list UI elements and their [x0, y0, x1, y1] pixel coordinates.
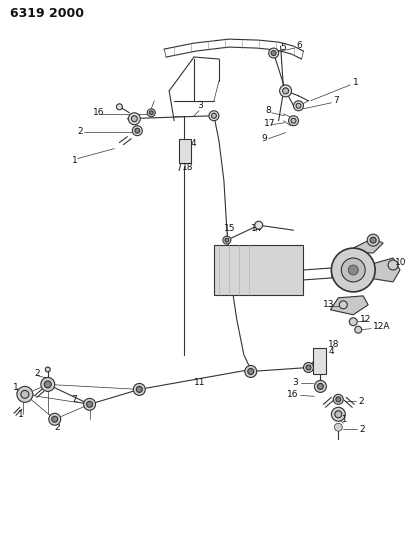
- Text: 6: 6: [297, 41, 302, 50]
- Text: 10: 10: [395, 257, 406, 266]
- Circle shape: [283, 88, 288, 94]
- Text: 17: 17: [264, 119, 275, 128]
- Circle shape: [367, 234, 379, 246]
- Circle shape: [255, 221, 263, 229]
- Text: 1: 1: [72, 156, 78, 165]
- Text: 2: 2: [358, 397, 364, 406]
- Circle shape: [245, 366, 257, 377]
- Text: 3: 3: [197, 101, 203, 110]
- Text: 13: 13: [324, 300, 335, 309]
- Polygon shape: [368, 258, 400, 282]
- Polygon shape: [313, 348, 326, 375]
- Text: 16: 16: [93, 108, 104, 117]
- Text: 15: 15: [224, 224, 235, 233]
- Text: 7: 7: [333, 96, 339, 106]
- Circle shape: [331, 248, 375, 292]
- Text: 2: 2: [359, 425, 365, 434]
- Circle shape: [132, 126, 142, 135]
- Circle shape: [129, 113, 140, 125]
- Circle shape: [331, 407, 345, 421]
- Circle shape: [269, 48, 279, 58]
- Polygon shape: [179, 139, 191, 163]
- Text: 6319 2000: 6319 2000: [10, 7, 84, 20]
- Text: 1: 1: [18, 410, 24, 419]
- Text: 1: 1: [13, 383, 19, 392]
- Circle shape: [336, 397, 341, 402]
- Circle shape: [315, 381, 326, 392]
- Text: 2: 2: [35, 369, 40, 378]
- Circle shape: [86, 401, 93, 407]
- Circle shape: [45, 367, 50, 372]
- Circle shape: [279, 85, 292, 97]
- Text: 18: 18: [328, 340, 340, 349]
- Circle shape: [296, 103, 301, 108]
- Circle shape: [84, 398, 95, 410]
- Circle shape: [211, 113, 216, 118]
- Circle shape: [147, 109, 155, 117]
- Text: 14: 14: [251, 224, 262, 233]
- Circle shape: [339, 301, 347, 309]
- Text: 4: 4: [328, 347, 334, 356]
- Polygon shape: [330, 296, 368, 315]
- Polygon shape: [353, 238, 383, 253]
- Text: 3: 3: [293, 378, 299, 387]
- Circle shape: [21, 390, 29, 398]
- Text: 2: 2: [78, 127, 83, 136]
- Circle shape: [349, 318, 357, 326]
- Circle shape: [333, 394, 343, 405]
- Circle shape: [335, 411, 342, 418]
- Circle shape: [223, 236, 231, 244]
- Circle shape: [271, 51, 276, 55]
- Polygon shape: [214, 245, 304, 295]
- Circle shape: [370, 237, 376, 243]
- Circle shape: [49, 413, 61, 425]
- Circle shape: [304, 362, 313, 373]
- Circle shape: [116, 104, 122, 110]
- Text: 4: 4: [191, 139, 197, 148]
- Text: 16: 16: [287, 390, 299, 399]
- Circle shape: [293, 101, 304, 111]
- Text: 2: 2: [55, 423, 60, 432]
- Text: 11: 11: [194, 378, 206, 387]
- Circle shape: [209, 111, 219, 120]
- Text: 9: 9: [262, 134, 268, 143]
- Text: 12: 12: [360, 315, 372, 324]
- Circle shape: [291, 118, 296, 123]
- Circle shape: [317, 383, 324, 390]
- Circle shape: [131, 116, 137, 122]
- Circle shape: [348, 265, 358, 275]
- Circle shape: [135, 128, 140, 133]
- Circle shape: [288, 116, 299, 126]
- Text: 5: 5: [281, 43, 286, 52]
- Circle shape: [341, 258, 365, 282]
- Circle shape: [334, 423, 342, 431]
- Circle shape: [133, 383, 145, 395]
- Text: 1: 1: [341, 415, 346, 424]
- Circle shape: [17, 386, 33, 402]
- Circle shape: [388, 260, 398, 270]
- Text: 18: 18: [182, 163, 194, 172]
- Circle shape: [149, 111, 153, 115]
- Circle shape: [355, 326, 362, 333]
- Circle shape: [225, 238, 229, 242]
- Circle shape: [52, 416, 58, 422]
- Circle shape: [306, 365, 311, 370]
- Text: 8: 8: [266, 106, 271, 115]
- Circle shape: [248, 368, 254, 375]
- Text: 7: 7: [72, 395, 78, 404]
- Circle shape: [44, 381, 51, 388]
- Text: 1: 1: [353, 78, 359, 87]
- Text: 12A: 12A: [373, 322, 390, 331]
- Circle shape: [136, 386, 142, 392]
- Circle shape: [41, 377, 55, 391]
